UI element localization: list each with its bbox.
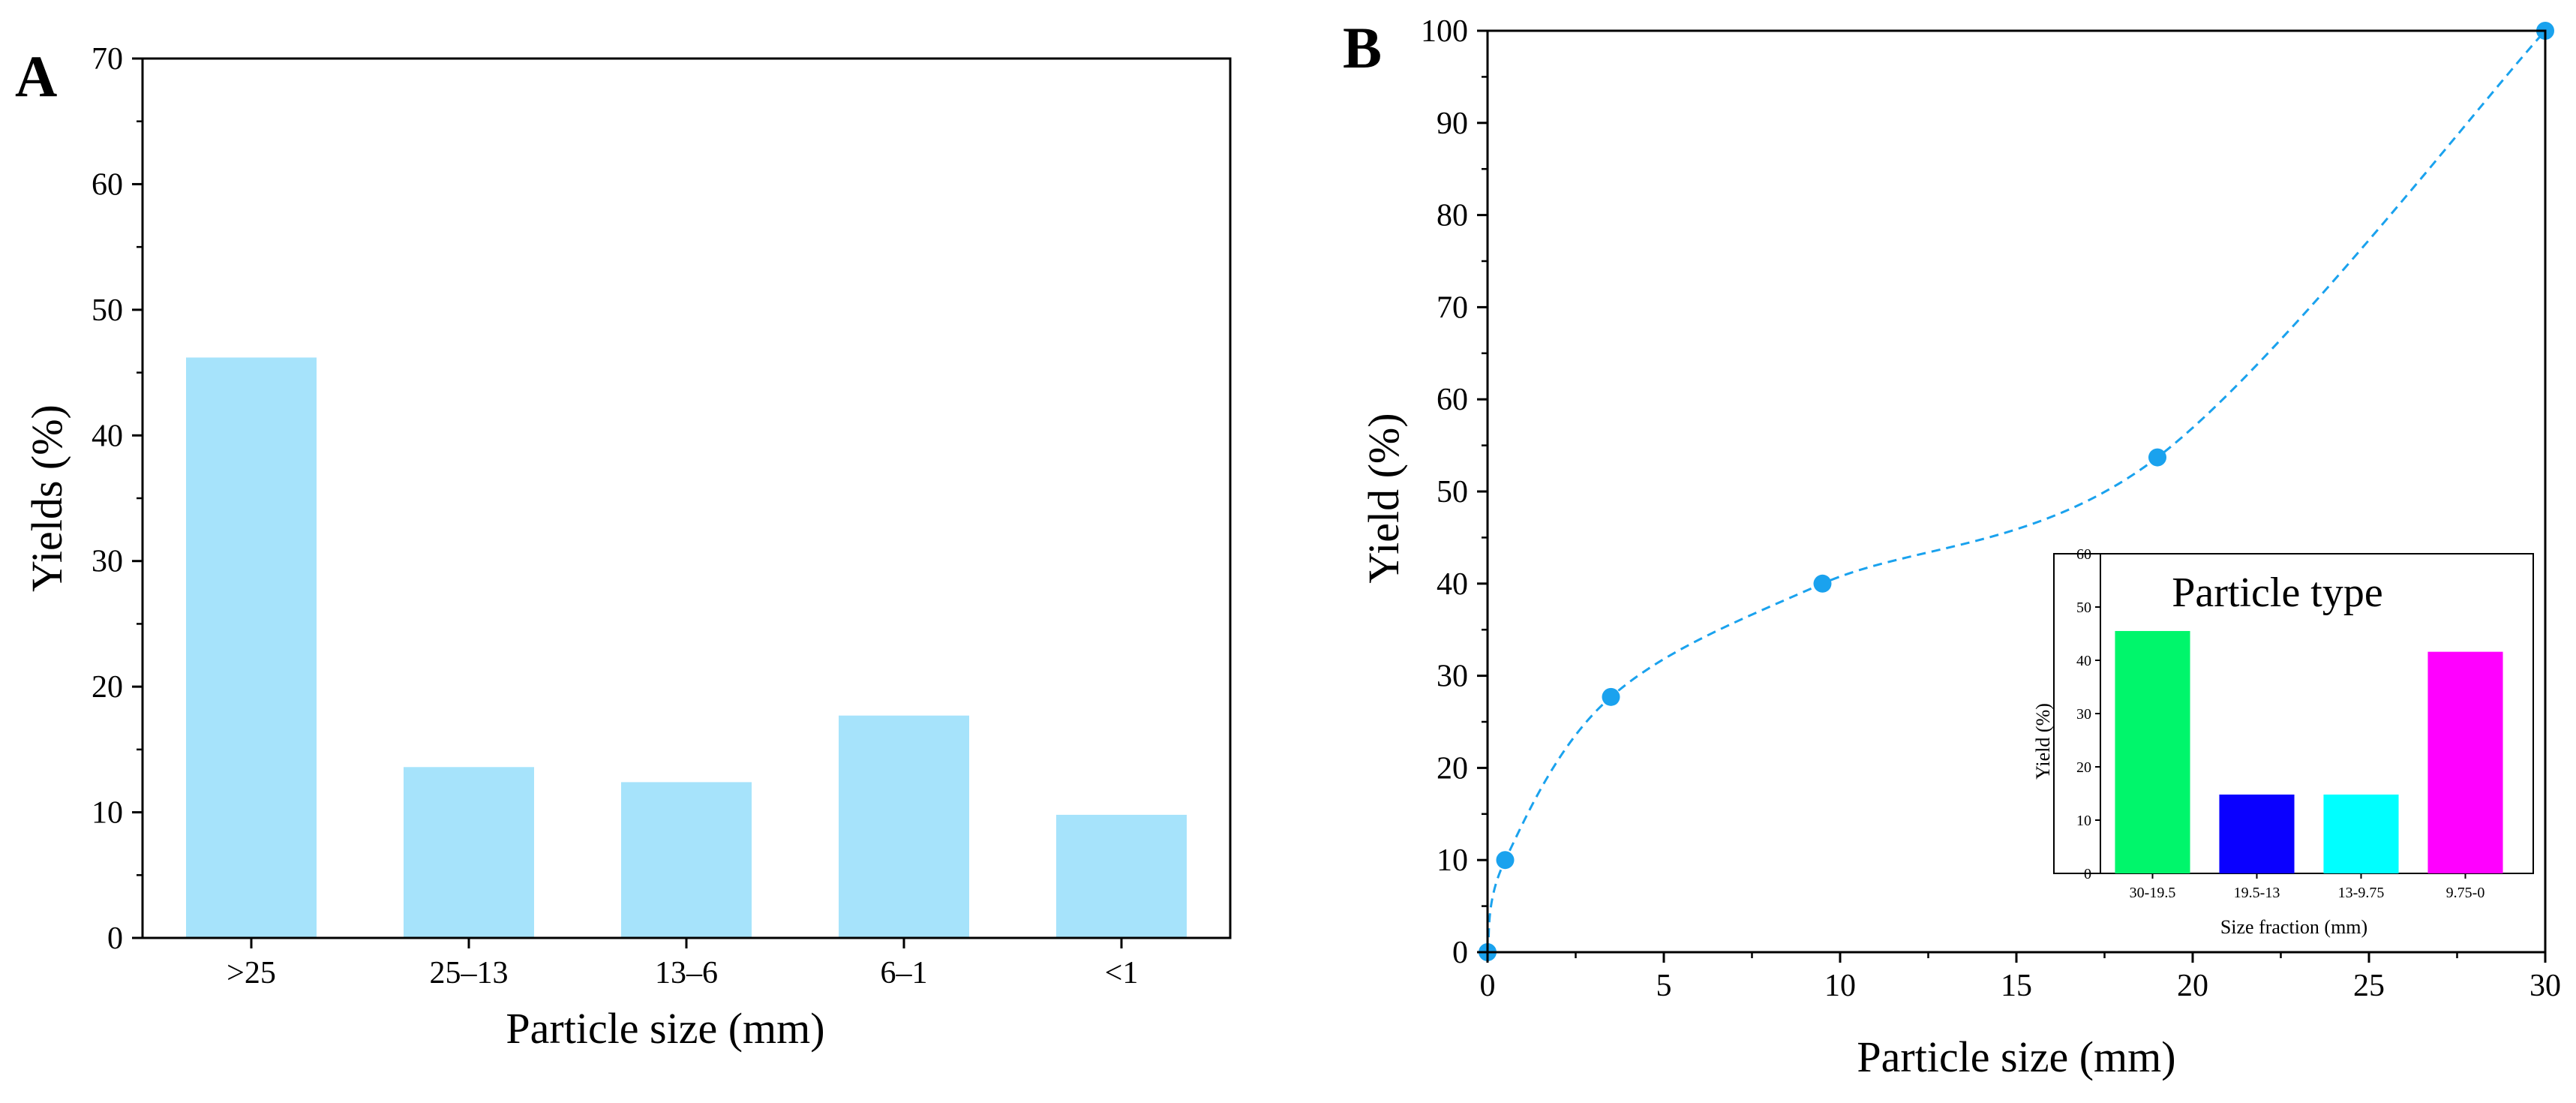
panel-b-y-axis-title: Yield (%) <box>1359 413 1408 583</box>
x-tick-label: 5 <box>1656 969 1672 1003</box>
x-tick-label: 15 <box>2001 969 2032 1003</box>
y-tick-label: 100 <box>1421 14 1468 49</box>
panel-b-label: B <box>1343 15 1382 80</box>
inset-y-tick-label: 40 <box>2076 653 2091 669</box>
inset-x-tick-label: 30-19.5 <box>2130 885 2176 901</box>
data-point <box>1813 574 1832 593</box>
y-tick-label: 40 <box>92 419 123 453</box>
inset-y-tick-label: 50 <box>2076 600 2091 616</box>
bar-3 <box>621 782 752 938</box>
x-tick-label: 20 <box>2177 969 2208 1003</box>
y-tick-label: 20 <box>92 670 123 705</box>
bar-1 <box>186 357 317 939</box>
data-point <box>2148 448 2166 467</box>
y-tick-label: 10 <box>1437 843 1468 878</box>
x-tick-label: 0 <box>1480 969 1496 1003</box>
y-tick-label: 70 <box>92 42 123 77</box>
y-tick-label: 90 <box>1437 107 1468 141</box>
x-tick-label: >25 <box>227 956 276 990</box>
x-tick-label: 6–1 <box>881 956 928 990</box>
inset-x-axis-title: Size fraction (mm) <box>2220 916 2367 938</box>
inset-y-tick-label: 20 <box>2076 759 2091 776</box>
data-point <box>1602 687 1620 706</box>
bar-2 <box>404 767 534 938</box>
y-tick-label: 0 <box>1452 936 1468 970</box>
inset-bar-1 <box>2115 630 2190 873</box>
inset-y-tick-label: 60 <box>2076 546 2091 563</box>
x-tick-label: 25 <box>2353 969 2385 1003</box>
y-tick-label: 70 <box>1437 290 1468 325</box>
y-tick-label: 10 <box>92 796 123 831</box>
x-tick-label: 13–6 <box>655 956 718 990</box>
x-tick-label: 30 <box>2529 969 2561 1003</box>
panel-a: A 0 10 20 30 40 50 60 70 >25 25–13 13–6 6–1 <1 Part… <box>15 42 1232 1053</box>
panel-a-label: A <box>15 44 57 109</box>
inset-y-tick-label: 0 <box>2084 866 2091 882</box>
bar-4 <box>839 715 969 938</box>
panel-a-y-axis-title: Yields (%) <box>23 404 71 592</box>
inset-x-tick-label: 9.75-0 <box>2446 885 2485 901</box>
data-point <box>1496 851 1515 870</box>
y-tick-label: 50 <box>1437 475 1468 509</box>
x-tick-label: <1 <box>1105 956 1139 990</box>
y-tick-label: 80 <box>1437 199 1468 233</box>
bar-5 <box>1056 814 1187 938</box>
y-tick-label: 40 <box>1437 567 1468 602</box>
panel-a-x-axis-title: Particle size (mm) <box>506 1004 824 1053</box>
y-tick-label: 30 <box>92 545 123 579</box>
inset-bar-3 <box>2323 794 2399 873</box>
y-tick-label: 50 <box>92 293 123 328</box>
y-tick-label: 30 <box>1437 660 1468 694</box>
inset-bar-2 <box>2219 794 2295 873</box>
x-tick-label: 25–13 <box>430 956 509 990</box>
inset-y-axis-title: Yield (%) <box>2032 703 2054 780</box>
y-tick-label: 20 <box>1437 751 1468 786</box>
inset-y-tick-label: 10 <box>2076 813 2091 829</box>
inset-x-tick-label: 13-9.75 <box>2338 885 2385 901</box>
inset-title: Particle type <box>2172 570 2382 616</box>
panel-b-x-axis-title: Particle size (mm) <box>1857 1032 2175 1081</box>
y-tick-label: 60 <box>1437 383 1468 417</box>
inset-x-tick-label: 19.5-13 <box>2234 885 2280 901</box>
x-tick-label: 10 <box>1824 969 1856 1003</box>
inset-chart: Particle type 0 10 20 30 40 50 60 30-19.5 19.5-… <box>2032 546 2534 938</box>
y-tick-label: 60 <box>92 167 123 202</box>
y-tick-label: 0 <box>107 921 123 956</box>
inset-y-tick-label: 30 <box>2076 706 2091 723</box>
inset-bar-4 <box>2427 651 2503 873</box>
